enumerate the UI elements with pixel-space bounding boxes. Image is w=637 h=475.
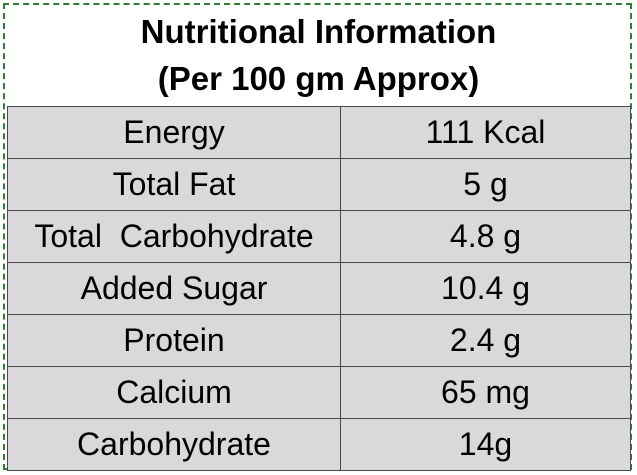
nutrient-name: Total Fat bbox=[7, 158, 341, 211]
nutrient-name: Added Sugar bbox=[7, 262, 341, 315]
nutrient-name: Total Carbohydrate bbox=[7, 210, 341, 263]
nutrient-value: 5 g bbox=[340, 158, 631, 211]
nutrient-value: 111 Kcal bbox=[340, 106, 631, 159]
table-row: Energy 111 Kcal bbox=[7, 106, 631, 159]
nutrition-title: Nutritional Information bbox=[140, 13, 497, 50]
table-row: Total Fat 5 g bbox=[7, 158, 631, 211]
nutrient-value: 10.4 g bbox=[340, 262, 631, 315]
table-row: Calcium 65 mg bbox=[7, 366, 631, 419]
table-row: Carbohydrate 14g bbox=[7, 418, 631, 471]
nutrition-subtitle: (Per 100 gm Approx) bbox=[157, 60, 480, 97]
nutrient-value: 65 mg bbox=[340, 366, 631, 419]
nutrient-value: 14g bbox=[340, 418, 631, 471]
nutrient-name: Calcium bbox=[7, 366, 341, 419]
nutrient-value: 4.8 g bbox=[340, 210, 631, 263]
table-row: Protein 2.4 g bbox=[7, 314, 631, 367]
table-row: Added Sugar 10.4 g bbox=[7, 262, 631, 315]
nutrient-name: Protein bbox=[7, 314, 341, 367]
nutrition-table: Energy 111 Kcal Total Fat 5 g Total Carb… bbox=[7, 106, 631, 471]
nutrient-value: 2.4 g bbox=[340, 314, 631, 367]
nutrient-name: Carbohydrate bbox=[7, 418, 341, 471]
table-row: Total Carbohydrate 4.8 g bbox=[7, 210, 631, 263]
nutrition-header: Nutritional Information (Per 100 gm Appr… bbox=[7, 6, 630, 106]
nutrient-name: Energy bbox=[7, 106, 341, 159]
